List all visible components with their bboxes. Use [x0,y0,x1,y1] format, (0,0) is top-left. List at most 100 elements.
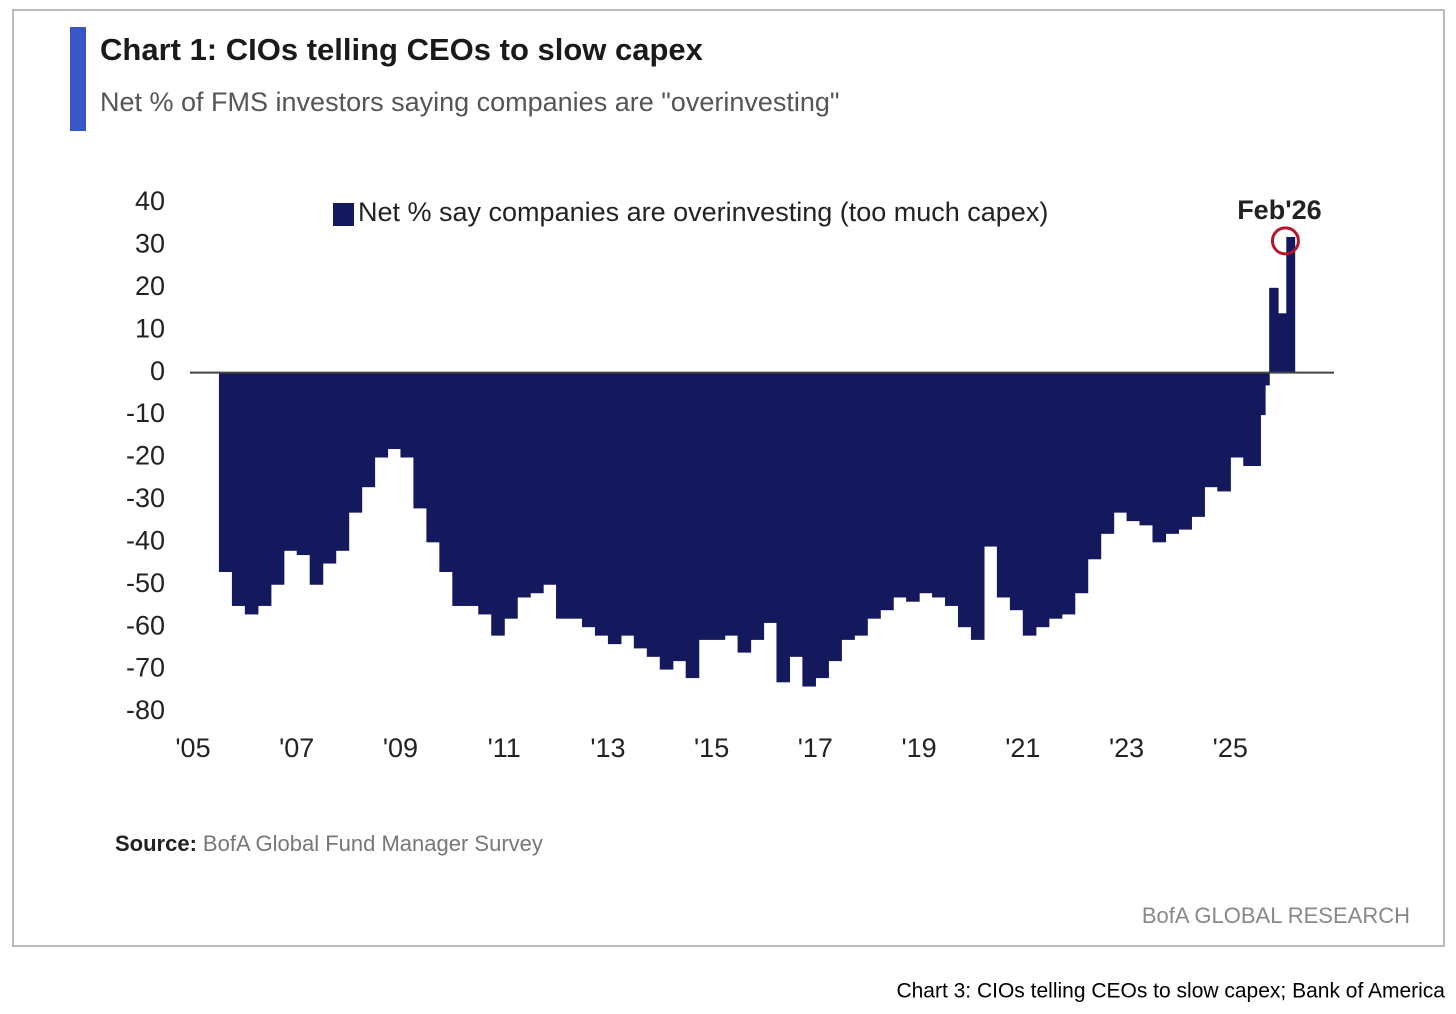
bar [491,372,505,636]
bar [659,372,674,670]
x-tick-label: '21 [1005,733,1040,763]
bar [893,372,907,598]
bar [750,372,765,640]
bar [1217,372,1231,492]
bar [763,372,778,623]
bar [569,372,583,619]
bar [594,372,609,636]
bar [1204,372,1218,488]
bar [607,372,622,645]
bar [1178,372,1192,530]
bar [1139,372,1154,526]
caption: Chart 3: CIOs telling CEOs to slow capex… [896,980,1445,1003]
source-label: Source: BofA Global Fund Manager Survey [115,831,543,856]
y-tick-label: -80 [126,695,165,725]
y-tick-label: 40 [135,186,165,216]
bar [737,372,752,653]
bar [906,372,920,602]
source-text: BofA Global Fund Manager Survey [203,831,543,856]
bar [867,372,881,619]
legend-label: Net % say companies are overinvesting (t… [358,197,1048,227]
bar [517,372,531,598]
bar [854,372,868,636]
bar [387,372,402,450]
bar [361,372,376,488]
y-tick-label: -50 [126,568,165,598]
bar [789,372,803,657]
bar [452,372,466,606]
bar [1152,372,1167,543]
bar [1113,372,1128,513]
x-tick-label: '07 [279,733,314,763]
bar [543,372,557,585]
bar [1087,372,1102,560]
bar [802,372,816,687]
bar [724,372,739,636]
bar [620,372,635,636]
bar [672,372,687,662]
title-accent [70,27,86,131]
bar [439,372,453,573]
bar [556,372,570,619]
bar [257,372,272,606]
bar [1048,372,1063,619]
bar [1009,372,1024,611]
bar [932,372,946,598]
bar [711,372,726,640]
x-tick-label: '25 [1213,733,1248,763]
bar [426,372,440,543]
x-tick-label: '23 [1109,733,1144,763]
y-tick-label: -70 [126,653,165,683]
bar [1022,372,1037,636]
bar [841,372,855,640]
y-tick-label: 30 [135,229,165,259]
chart-title: Chart 1: CIOs telling CEOs to slow capex [100,32,704,67]
bar [1273,287,1279,373]
bar [1269,287,1274,373]
bar [685,372,700,679]
plot: 40 30 20 10 0 -10 -20 -30 -40 -50 -60 -70 -80 '05 '07 '… [126,186,1334,763]
bar [530,372,544,594]
bar [504,372,518,619]
bar [348,372,363,513]
bar [698,372,713,640]
bar [1286,236,1296,373]
y-tick-label: 0 [150,356,165,386]
bar [1035,372,1050,628]
bar [996,372,1011,598]
bar [815,372,829,679]
bar [1191,372,1205,517]
y-tick-label: -60 [126,610,165,640]
bar [1074,372,1089,594]
bar [957,372,972,628]
bar [983,372,998,547]
bar [400,372,415,458]
annotation-circle [1270,226,1300,256]
bar [945,372,959,606]
bar [231,372,246,606]
bar [1256,372,1261,466]
brand: BofA GLOBAL RESEARCH [1142,903,1410,928]
bar [309,372,324,585]
x-tick-label: '13 [590,733,625,763]
bar [581,372,596,628]
bar [322,372,337,564]
chart-subtitle: Net % of FMS investors saying companies … [100,87,839,117]
bar [478,372,492,615]
x-tick-label: '15 [694,733,729,763]
x-tick-label: '17 [798,733,833,763]
y-tick-label: -10 [126,398,165,428]
bar [1260,372,1266,416]
bar [646,372,661,657]
y-tick-label: 20 [135,271,165,301]
bar [296,372,311,556]
bar [776,372,791,683]
bar [218,372,233,573]
annotation-label: Feb'26 [1237,195,1321,225]
bar [880,372,894,611]
bar [919,372,933,594]
bar [970,372,985,640]
bar [283,372,298,551]
x-tick-label: '11 [488,733,521,763]
